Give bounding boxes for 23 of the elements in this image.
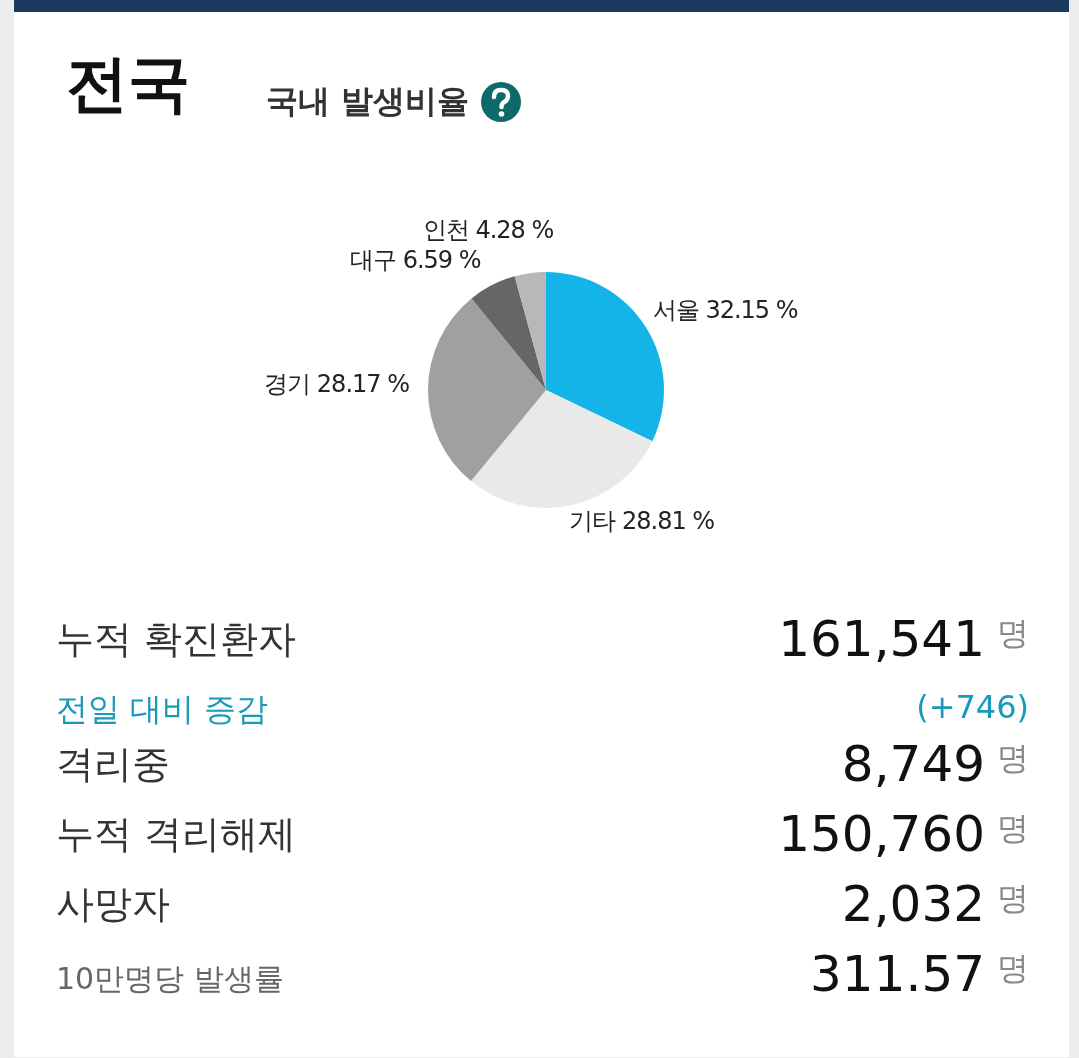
slice-label: 경기 28.17 % [264, 369, 410, 398]
text: 사망자 [56, 881, 170, 928]
chart-subtitle: 국내 발생비율 [266, 81, 470, 122]
text: 150,760 명 [778, 805, 1029, 863]
slice-label: 대구 6.59 % [350, 245, 481, 274]
text: 2,032 명 [841, 875, 1029, 933]
pie-slice [428, 298, 546, 482]
text: 10만명당 발생률 [56, 960, 284, 998]
text: 161,541 명 [778, 610, 1029, 668]
text: 누적 확진환자 [56, 616, 297, 663]
text: 8,749 명 [841, 735, 1029, 793]
pie-slice [471, 390, 653, 508]
slice-label: 인천 4.28 % [422, 215, 554, 244]
pie-slice [514, 272, 546, 390]
text: 311.57 명 [810, 945, 1029, 1003]
text: 누적 격리해제 [56, 811, 297, 858]
text: 전일 대비 증감 [56, 689, 269, 730]
slice-label: 서울 32.15 % [652, 295, 798, 324]
chart-title: 전국 [66, 46, 190, 122]
text: (+746) [916, 688, 1029, 726]
slice-label: 기타 28.81 % [569, 506, 715, 535]
pie-slice [471, 276, 546, 390]
text: 격리중 [56, 741, 170, 788]
